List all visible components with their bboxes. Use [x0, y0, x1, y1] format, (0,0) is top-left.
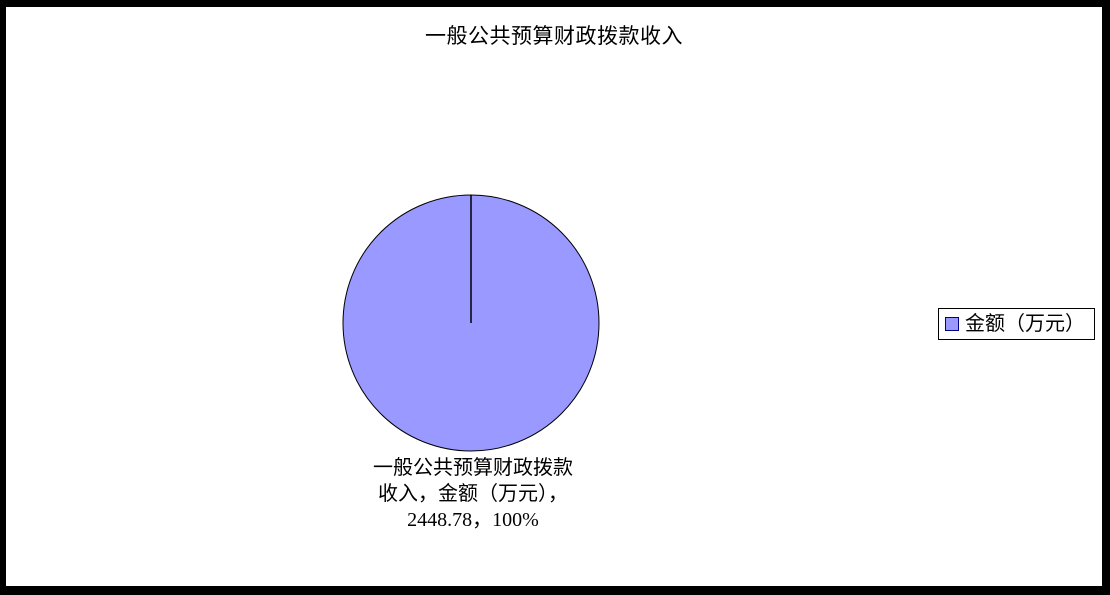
legend-label: 金额（万元）	[965, 313, 1085, 335]
pie-chart	[342, 194, 600, 452]
legend: 金额（万元）	[938, 308, 1095, 340]
pie-data-label-line: 2448.78，100%	[407, 509, 539, 531]
chart-title: 一般公共预算财政拨款收入	[425, 24, 683, 48]
legend-swatch-icon	[945, 317, 959, 331]
pie-data-label-line: 收入，金额（万元），	[378, 483, 568, 505]
pie-data-label: 一般公共预算财政拨款 收入，金额（万元）， 2448.78，100%	[318, 455, 628, 533]
pie-data-label-line: 一般公共预算财政拨款	[373, 457, 573, 479]
